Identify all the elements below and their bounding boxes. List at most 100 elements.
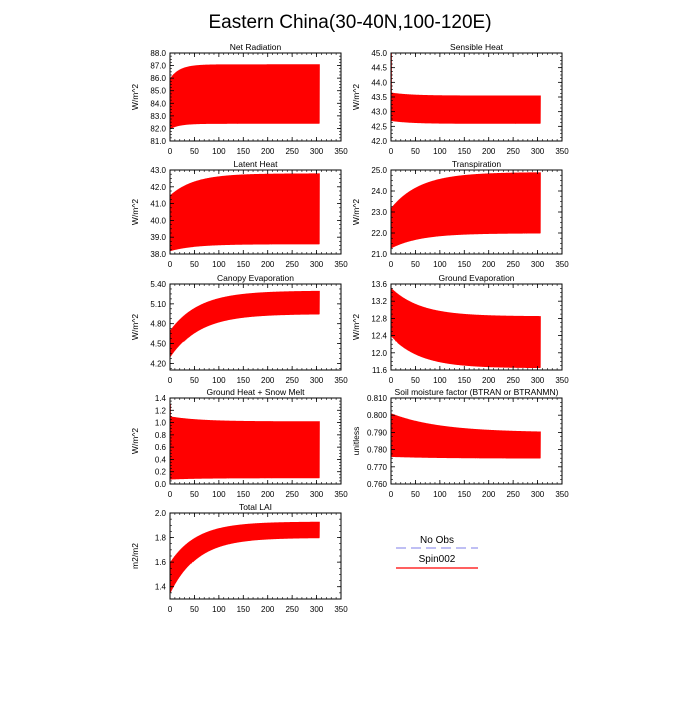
legend-label-no-obs: No Obs [420,535,454,546]
x-tick-label: 350 [334,490,348,499]
x-tick-label: 250 [285,147,299,156]
x-tick-label: 350 [555,490,569,499]
y-tick-label: 13.6 [371,280,387,289]
y-tick-label: 12.4 [371,332,387,341]
series-spin002-envelope [391,92,541,124]
x-tick-label: 200 [261,605,275,614]
y-tick-label: 1.2 [155,406,167,415]
y-tick-label: 42.0 [150,183,166,192]
x-tick-label: 0 [168,490,173,499]
x-tick-label: 300 [310,260,324,269]
y-tick-label: 41.0 [150,200,166,209]
x-tick-label: 350 [334,147,348,156]
x-tick-label: 150 [237,605,251,614]
y-tick-label: 0.2 [155,468,167,477]
chart-total-lai: 0 50 100 150 200 250 300 350 1.4 1.6 1.8 2.0 Total L… [130,502,348,614]
y-tick-label: 83.0 [150,112,166,121]
y-tick-label: 22.0 [371,229,387,238]
series-spin002-mean [391,439,541,451]
y-tick-label: 4.50 [150,340,166,349]
y-tick-label: 1.0 [155,419,167,428]
y-tick-label: 44.0 [371,78,387,87]
y-tick-label: 21.0 [371,250,387,259]
y-tick-label: 0.770 [367,463,388,472]
y-tick-label: 4.80 [150,320,166,329]
x-tick-label: 300 [310,490,324,499]
chart-title: Ground Evaporation [438,273,514,283]
x-tick-label: 50 [190,376,199,385]
x-tick-label: 100 [433,490,447,499]
x-tick-label: 250 [506,260,520,269]
y-tick-label: 4.20 [150,359,166,368]
x-tick-label: 300 [531,260,545,269]
figure-title: Eastern China(30-40N,100-120E) [208,12,491,33]
y-tick-label: 42.0 [371,137,387,146]
x-tick-label: 350 [334,605,348,614]
y-tick-label: 85.0 [150,87,166,96]
x-tick-label: 50 [411,490,420,499]
y-tick-label: 1.4 [155,583,167,592]
series-spin002-envelope [170,416,320,480]
y-tick-label: 0.780 [367,446,388,455]
x-tick-label: 150 [458,260,472,269]
x-tick-label: 0 [168,376,173,385]
plot-frame [169,283,342,371]
chart-latent-heat: 0 50 100 150 200 250 300 350 38.0 39.0 40.0 41.0 42.… [130,159,348,269]
series-spin002-envelope [391,172,541,249]
x-tick-label: 150 [237,376,251,385]
legend-label-spin002: Spin002 [419,554,456,565]
y-tick-label: 45.0 [371,49,387,58]
y-axis-label: W/m^2 [130,428,140,454]
x-tick-label: 100 [433,376,447,385]
x-tick-label: 0 [168,605,173,614]
y-tick-label: 0.810 [367,394,388,403]
chart-soil-moisture-factor-btran-or-btranmn: 0 50 100 150 200 250 300 350 0.760 0.770 0.780 0.79… [351,387,569,499]
y-axis-label: m2/m2 [130,543,140,569]
y-tick-label: 44.5 [371,64,387,73]
chart-transpiration: 0 50 100 150 200 250 300 350 21.0 22.0 23.0 24.0 25.… [351,159,569,269]
series-spin002-envelope [170,64,320,130]
x-tick-label: 100 [212,605,226,614]
y-tick-label: 24.0 [371,187,387,196]
y-tick-label: 13.2 [371,297,387,306]
x-tick-label: 50 [411,376,420,385]
x-tick-label: 300 [531,490,545,499]
x-tick-label: 200 [482,376,496,385]
y-tick-label: 81.0 [150,137,166,146]
x-tick-label: 100 [212,376,226,385]
x-tick-label: 100 [433,147,447,156]
x-tick-label: 0 [389,260,394,269]
y-axis-label: W/m^2 [351,314,361,340]
x-tick-label: 200 [482,147,496,156]
y-tick-label: 39.0 [150,233,166,242]
series-spin002-mean [170,208,320,229]
x-tick-label: 0 [389,376,394,385]
x-tick-label: 300 [531,147,545,156]
x-tick-label: 100 [212,147,226,156]
y-tick-label: 1.8 [155,534,167,543]
x-tick-label: 300 [310,376,324,385]
x-tick-label: 200 [261,490,275,499]
series-spin002-mean [391,107,541,115]
series-spin002-envelope [170,290,320,357]
x-tick-label: 150 [458,147,472,156]
y-tick-label: 38.0 [150,250,166,259]
y-axis-label: W/m^2 [130,314,140,340]
series-spin002-envelope [170,173,320,252]
legend: No Obs Spin002 [396,535,478,569]
series-spin002-mean [170,301,320,348]
x-tick-label: 250 [285,376,299,385]
y-axis-label: W/m^2 [351,199,361,225]
y-tick-label: 0.800 [367,411,388,420]
y-tick-label: 84.0 [150,99,166,108]
x-tick-label: 200 [261,376,275,385]
series-spin002-envelope [391,288,541,369]
series-spin002-envelope [391,413,541,459]
y-tick-label: 43.5 [371,93,387,102]
x-tick-label: 350 [555,260,569,269]
chart-title: Canopy Evaporation [217,273,294,283]
x-tick-label: 0 [168,260,173,269]
y-tick-label: 0.790 [367,428,388,437]
x-tick-label: 150 [237,147,251,156]
